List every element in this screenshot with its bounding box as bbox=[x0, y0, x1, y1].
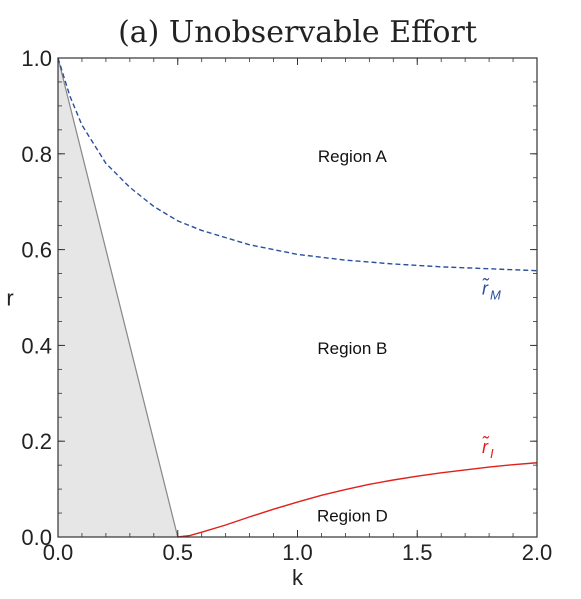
y-tick-label: 0.8 bbox=[21, 142, 52, 167]
shaded-region-edge bbox=[57, 57, 179, 538]
shaded-region-layer bbox=[57, 57, 179, 538]
series-line-i bbox=[177, 462, 538, 538]
x-tick-label: 2.0 bbox=[522, 540, 553, 565]
y-tick-label: 0.4 bbox=[21, 333, 52, 358]
x-tick-label: 0.5 bbox=[162, 540, 193, 565]
ticks-layer: 0.0 0.5 1.0 1.5 2.0 0.0 0.2 0.4 0.6 0.8 1.0 bbox=[21, 46, 552, 565]
x-tick-label: 0.0 bbox=[43, 540, 74, 565]
y-tick-label: 1.0 bbox=[21, 46, 52, 71]
y-tick-label: 0.2 bbox=[21, 429, 52, 454]
x-tick-label: 1.5 bbox=[402, 540, 433, 565]
series-label-i: r̃ I bbox=[482, 435, 494, 460]
region-label: Region B bbox=[317, 339, 387, 358]
chart-title: (a) Unobservable Effort bbox=[118, 15, 477, 50]
x-tick-label: 1.0 bbox=[282, 540, 313, 565]
y-tick-label: 0.0 bbox=[21, 525, 52, 550]
series-line-m bbox=[57, 57, 538, 272]
y-tick-label: 0.6 bbox=[21, 238, 52, 263]
annotations-layer: Region A Region B Region D bbox=[317, 147, 388, 525]
series-layer: r̃ M r̃ I bbox=[57, 57, 538, 538]
region-label: Region D bbox=[317, 506, 388, 525]
x-axis-label: k bbox=[292, 565, 304, 590]
series-label-m: r̃ M bbox=[482, 277, 501, 302]
region-label: Region A bbox=[318, 147, 388, 166]
y-axis-label: r bbox=[6, 286, 13, 311]
